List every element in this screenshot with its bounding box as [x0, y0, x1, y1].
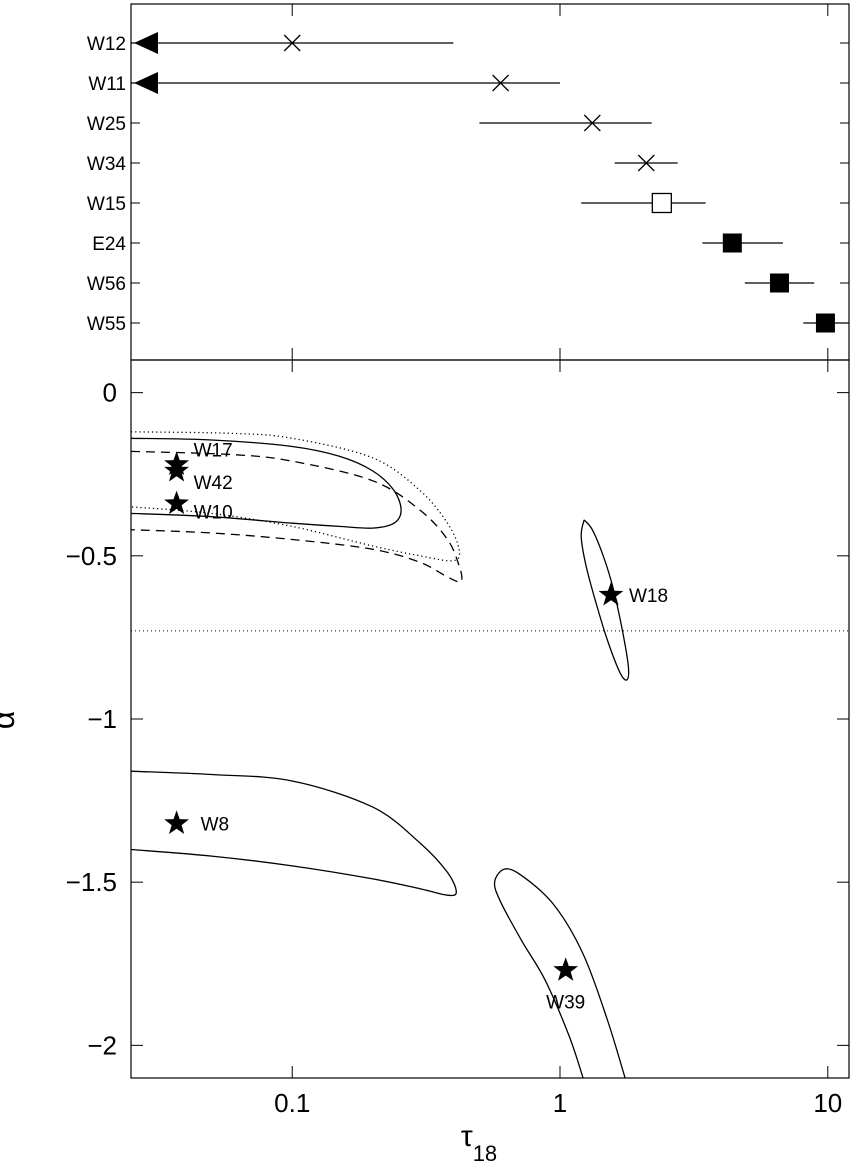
- marker-x-w34: [637, 154, 655, 172]
- x-axis-label-subscript: 18: [473, 1141, 497, 1166]
- star-marker-w8: [164, 810, 189, 834]
- category-label-w55: W55: [87, 314, 126, 335]
- marker-filled-square-e24: [722, 233, 742, 253]
- x-tick-label: 10: [813, 1088, 842, 1118]
- top-panel: W12 W11 W25 W34 W15 E24 W56 W55: [87, 3, 850, 361]
- contour-dashed: [130, 450, 463, 583]
- bottom-panel: 0.1 1 10 0 −0.5 −1 −1.5 −2 τ18 α W17 W42 W10 W18 W8 W39: [0, 359, 850, 1166]
- limit-arrow-w11: [134, 72, 158, 94]
- x-tick-label: 1: [553, 1088, 567, 1118]
- y-tick-label: −1.5: [66, 867, 117, 897]
- star-label-w39: W39: [546, 992, 585, 1013]
- marker-open-square-w15: [651, 192, 672, 214]
- star-label-w18: W18: [629, 586, 668, 607]
- category-label-w15: W15: [87, 194, 126, 215]
- marker-x-w25: [583, 114, 601, 132]
- contour-solid: [130, 770, 457, 897]
- category-label-w34: W34: [87, 154, 127, 175]
- category-label-e24: E24: [92, 234, 126, 255]
- x-tick-label: 0.1: [274, 1088, 310, 1118]
- star-marker-w42: [164, 458, 189, 482]
- contour-solid: [130, 437, 402, 529]
- category-label-w11: W11: [88, 74, 126, 95]
- star-label-w10: W10: [194, 503, 233, 524]
- marker-x-w12: [283, 34, 301, 52]
- y-tick-label: 0: [103, 378, 117, 408]
- category-label-w56: W56: [87, 274, 126, 295]
- category-label-w12: W12: [87, 34, 126, 55]
- y-tick-label: −1: [87, 704, 117, 734]
- star-marker-w39: [553, 957, 578, 981]
- y-tick-label: −0.5: [66, 541, 117, 571]
- bottom-panel-frame: [130, 359, 850, 1079]
- star-label-w17: W17: [194, 440, 233, 461]
- y-tick-label: −2: [87, 1030, 117, 1060]
- marker-filled-square-w55: [815, 313, 835, 333]
- star-marker-w10: [164, 490, 189, 515]
- category-label-w25: W25: [87, 114, 126, 135]
- contour-solid: [580, 519, 630, 681]
- star-label-w8: W8: [201, 814, 230, 835]
- limit-arrow-w12: [134, 32, 158, 54]
- marker-filled-square-w56: [769, 273, 789, 293]
- contour-dotted: [130, 431, 461, 562]
- marker-x-w11: [492, 74, 510, 92]
- x-axis-label: τ18: [461, 1120, 497, 1166]
- star-marker-w18: [598, 582, 624, 606]
- star-label-w42: W42: [194, 473, 233, 494]
- contour-solid: [493, 868, 626, 1079]
- top-panel-frame: [130, 3, 850, 361]
- y-axis-label: α: [0, 711, 21, 730]
